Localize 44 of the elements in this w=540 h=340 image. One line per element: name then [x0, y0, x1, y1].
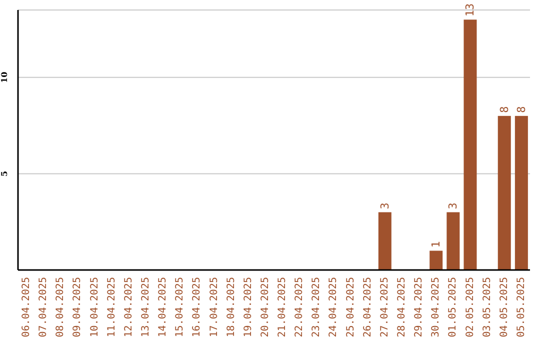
x-tick-label: 07.04.2025: [38, 277, 50, 338]
bar: [446, 212, 460, 270]
x-tick-label: 15.04.2025: [174, 277, 186, 338]
bar: [464, 20, 477, 270]
bar: [378, 212, 392, 270]
x-tick-label: 09.04.2025: [72, 277, 84, 338]
x-tick-label: 22.04.2025: [294, 277, 306, 338]
x-tick-label: 23.04.2025: [311, 277, 322, 338]
data-label: 13: [464, 3, 477, 17]
x-tick-label: 02.05.2025: [464, 277, 476, 338]
x-tick-label: 24.04.2025: [328, 277, 340, 338]
x-tick-label: 20.04.2025: [260, 277, 271, 338]
bar: [498, 116, 511, 270]
data-label: 8: [514, 106, 528, 113]
x-tick-label: 11.04.2025: [106, 277, 118, 338]
x-tick-label: 19.04.2025: [242, 277, 254, 338]
data-label: 3: [378, 202, 392, 210]
x-tick-label: 29.04.2025: [414, 277, 425, 338]
x-tick-label: 16.04.2025: [192, 277, 203, 338]
y-tick-label: 10: [0, 71, 9, 83]
x-tick-label: 17.04.2025: [208, 277, 220, 338]
bar: [430, 250, 443, 270]
y-tick-label: 5: [0, 170, 9, 176]
data-label: 3: [446, 202, 460, 210]
x-tick-label: 12.04.2025: [123, 277, 134, 338]
x-tick-label: 21.04.2025: [277, 277, 288, 338]
x-tick-label: 05.05.2025: [516, 277, 527, 338]
x-tick-label: 01.05.2025: [448, 277, 459, 338]
x-tick-label: 18.04.2025: [226, 277, 237, 338]
x-tick-label: 08.04.2025: [55, 277, 66, 338]
bar: [514, 116, 528, 270]
data-label: 8: [498, 106, 511, 113]
x-tick-label: 28.04.2025: [396, 277, 408, 338]
x-tick-label: 03.05.2025: [482, 277, 493, 338]
x-tick-label: 14.04.2025: [158, 277, 169, 338]
x-tick-label: 10.04.2025: [89, 277, 100, 338]
x-tick-label: 04.05.2025: [498, 277, 510, 338]
x-tick-label: 13.04.2025: [140, 277, 152, 338]
data-label: 1: [430, 241, 443, 248]
x-tick-label: 06.04.2025: [21, 277, 32, 338]
x-tick-label: 26.04.2025: [362, 277, 374, 338]
x-tick-label: 27.04.2025: [379, 277, 390, 338]
x-tick-label: 25.04.2025: [345, 277, 356, 338]
x-tick-label: 30.04.2025: [430, 277, 442, 338]
